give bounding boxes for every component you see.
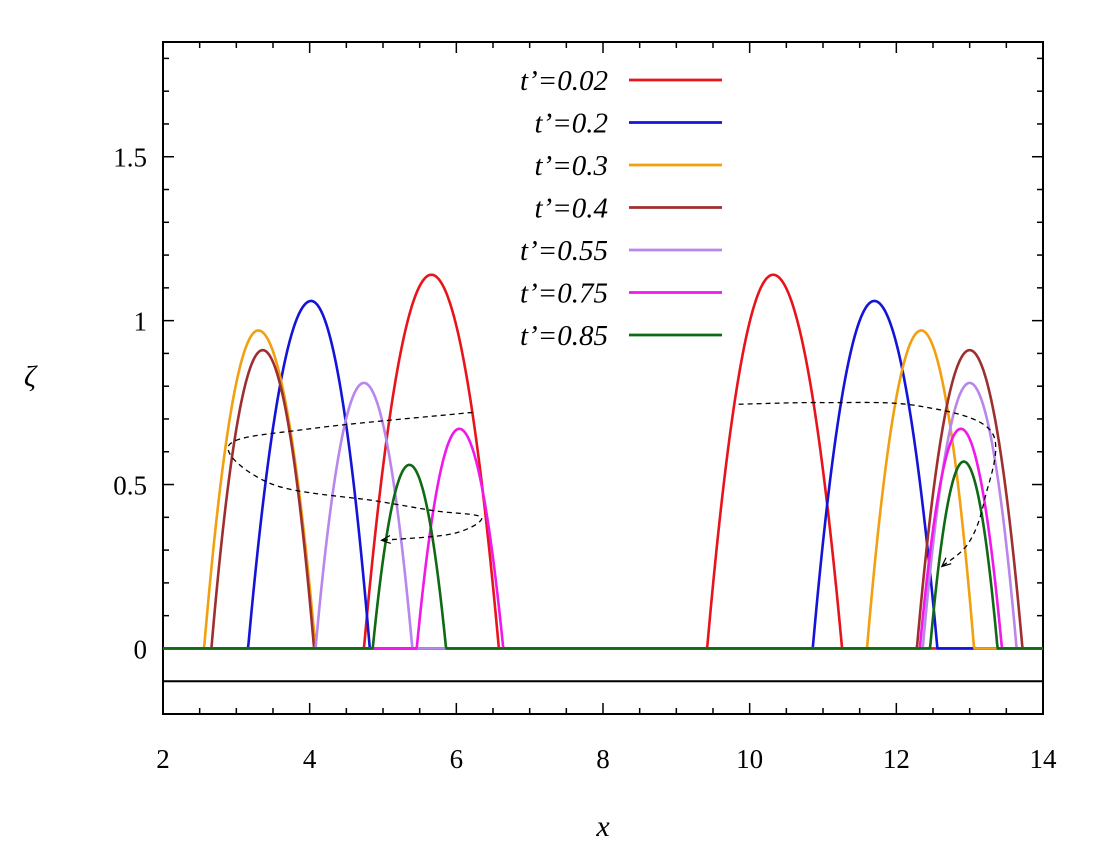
x-tick-label: 4	[303, 744, 317, 774]
y-tick-label: 0.5	[113, 471, 147, 501]
y-axis-label: ζ	[24, 360, 38, 393]
dashed-arrow-1	[738, 401, 997, 566]
x-tick-label: 2	[156, 744, 170, 774]
x-tick-label: 14	[1030, 744, 1058, 774]
plot-frame	[162, 41, 1044, 715]
x-tick-label: 10	[736, 744, 763, 774]
legend-label-4: t’=0.55	[520, 235, 608, 267]
y-tick-label: 1	[134, 307, 148, 337]
y-tick-label: 1.5	[113, 143, 147, 173]
x-axis-label: x	[595, 810, 610, 843]
dashed-arrow-0	[227, 411, 483, 540]
series-line-3	[162, 348, 1044, 650]
series-line-2	[162, 329, 1044, 650]
legend-label-6: t’=0.85	[520, 320, 608, 352]
x-tick-label: 6	[450, 744, 464, 774]
x-tick-label: 12	[883, 744, 910, 774]
legend-label-5: t’=0.75	[520, 278, 608, 310]
legend-label-2: t’=0.3	[534, 150, 608, 182]
y-tick-label: 0	[134, 634, 148, 664]
series-line-6	[162, 460, 1044, 650]
x-tick-label: 8	[596, 744, 610, 774]
legend-label-0: t’=0.02	[520, 65, 608, 97]
legend-label-3: t’=0.4	[534, 193, 608, 225]
legend-label-1: t’=0.2	[534, 108, 608, 140]
